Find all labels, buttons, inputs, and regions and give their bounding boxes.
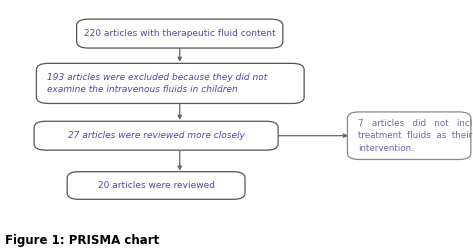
FancyBboxPatch shape <box>36 63 304 104</box>
Text: 220 articles with therapeutic fluid content: 220 articles with therapeutic fluid cont… <box>84 29 276 38</box>
Text: Figure 1: PRISMA chart: Figure 1: PRISMA chart <box>5 234 159 247</box>
FancyBboxPatch shape <box>67 172 245 199</box>
FancyBboxPatch shape <box>77 19 283 48</box>
Text: 27 articles were reviewed more closely: 27 articles were reviewed more closely <box>68 131 245 140</box>
Text: 20 articles were reviewed: 20 articles were reviewed <box>97 181 215 190</box>
Text: 193 articles were excluded because they did not
examine the intravenous fluids i: 193 articles were excluded because they … <box>47 73 268 94</box>
FancyBboxPatch shape <box>347 112 471 159</box>
FancyBboxPatch shape <box>34 121 278 150</box>
Text: 7   articles   did   not   include
treatment  fluids  as  their  main
interventi: 7 articles did not include treatment flu… <box>359 119 473 153</box>
